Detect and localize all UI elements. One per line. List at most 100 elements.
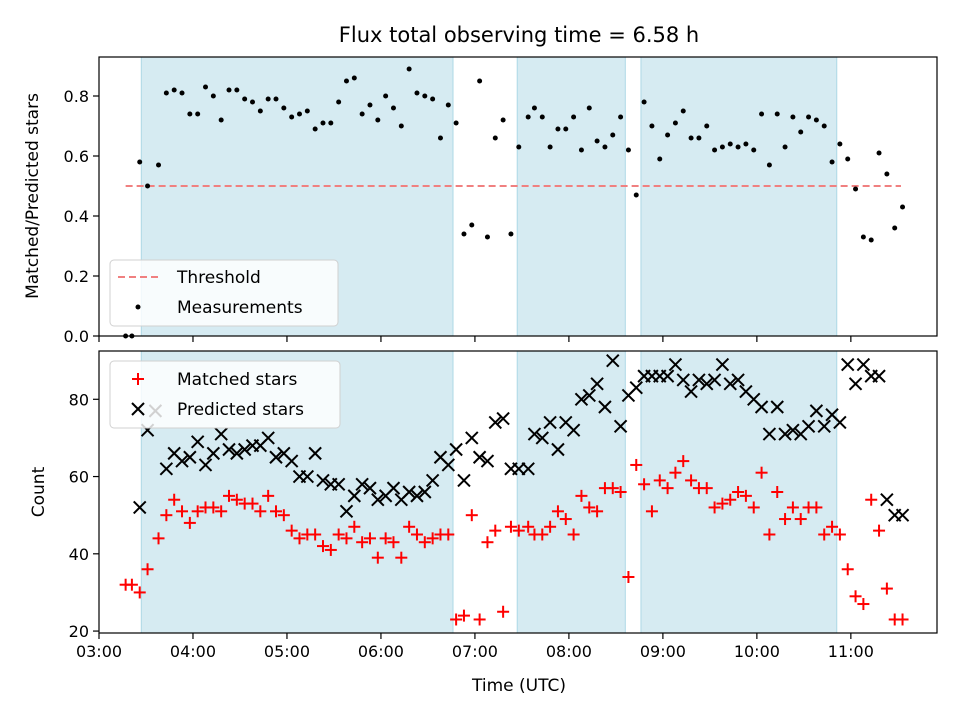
measurement-point [892,225,898,231]
measurement-point [281,105,287,111]
predicted-stars-point [676,373,690,387]
predicted-stars-point [700,377,714,391]
matched-stars-point [739,489,752,502]
measurement-point [273,96,279,102]
predicted-stars-point [809,404,824,418]
measurement-point [657,156,663,162]
measurement-point [719,144,725,150]
legend-predicted-swatch [131,402,145,416]
matched-stars-point [700,482,713,495]
predicted-stars-point [261,431,275,445]
predicted-stars-point [848,377,863,391]
matched-stars-point [826,520,839,533]
measurement-point [782,144,788,150]
predicted-stars-point [457,473,471,488]
top-x-ticks [98,336,852,342]
measurement-point [383,93,389,99]
top-ytick-label: 0.2 [64,267,89,286]
top-ytick-label: 0.4 [64,207,89,226]
bottom-ytick-label: 80 [69,390,89,409]
predicted-stars-point [355,477,369,491]
legend-matched-swatch [132,373,144,385]
predicted-stars-point [371,493,385,507]
matched-stars-point [544,520,557,533]
top-ytick-label: 0.0 [64,327,89,346]
matched-stars-point [371,551,384,564]
measurement-point [868,237,874,243]
matched-stars-point [489,524,502,537]
predicted-stars-point [770,400,784,414]
matched-stars-point [457,609,470,622]
predicted-stars-point [214,427,228,441]
predicted-stars-point [190,435,205,449]
predicted-stars-point [582,388,596,403]
predicted-stars-point [488,415,502,430]
bottom-x-ticks: 03:00 04:00 05:00 06:00 07:00 08:00 09:00 10:00… [76,633,874,661]
predicted-stars-point [308,446,322,461]
predicted-stars-point [230,446,244,461]
matched-stars-point [551,505,564,518]
measurement-point [179,90,185,96]
measurement-point [578,147,584,153]
matched-stars-point [763,528,776,541]
xtick-label: 03:00 [76,642,122,661]
top-axes-frame [98,56,938,337]
predicted-stars-point [133,500,147,515]
predicted-stars-point [801,419,816,434]
measurement-point [304,108,310,114]
matched-stars-point [779,513,792,526]
legend-threshold-label: Threshold [176,268,261,288]
matched-stars-point [191,505,204,518]
matched-stars-point [277,509,290,522]
measurement-point [594,138,600,144]
matched-stars-point [403,520,416,533]
matched-stars-point [880,582,893,595]
predicted-stars-point [872,369,886,383]
bottom-legend-box [109,360,341,429]
measurement-point [437,135,443,141]
matched-stars-point [356,536,369,549]
measurement-point [813,117,819,123]
measurement-point [774,111,780,117]
top-legend-box [109,259,339,327]
matched-stars-point [559,513,572,526]
measurement-point [766,162,772,168]
measurement-point [829,159,835,165]
measurement-point [422,93,428,99]
measurement-point [860,234,866,240]
matched-stars-point [418,536,431,549]
matched-stars-point [794,513,807,526]
matched-stars-point [285,524,298,537]
predicted-stars-point [856,357,871,372]
matched-stars-point [230,493,243,506]
measurement-point [688,135,694,141]
measurement-point [398,123,404,129]
matched-stars-point [630,458,643,471]
measurement-point [367,102,373,108]
predicted-stars-point [198,458,213,472]
matched-stars-point [183,516,196,529]
predicted-stars-point [895,508,910,522]
xtick-label: 08:00 [546,642,592,661]
legend-measurements-swatch [135,304,141,310]
measurement-point [759,111,765,117]
matched-stars-point [387,536,400,549]
chart-title: Flux total observing time = 6.58 h [339,23,699,47]
matched-stars-point [246,497,259,510]
measurement-point [618,114,624,120]
bottom-y-axis-label: Count [29,466,49,517]
predicted-stars-point [574,392,589,406]
measurement-point [234,87,240,93]
measurement-point [359,111,365,117]
matched-stars-point [215,505,228,518]
measurement-point [508,231,514,237]
matched-stars-point [755,466,768,479]
measurement-point [649,123,655,129]
top-panel: 0.00.20.40.60.8 Matched/Predicted stars … [23,56,938,346]
predicted-stars-point [707,373,722,387]
predicted-stars-point [521,462,535,476]
matched-stars-point [614,486,627,498]
measurement-point [563,126,569,132]
bottom-ytick-label: 60 [69,468,89,487]
